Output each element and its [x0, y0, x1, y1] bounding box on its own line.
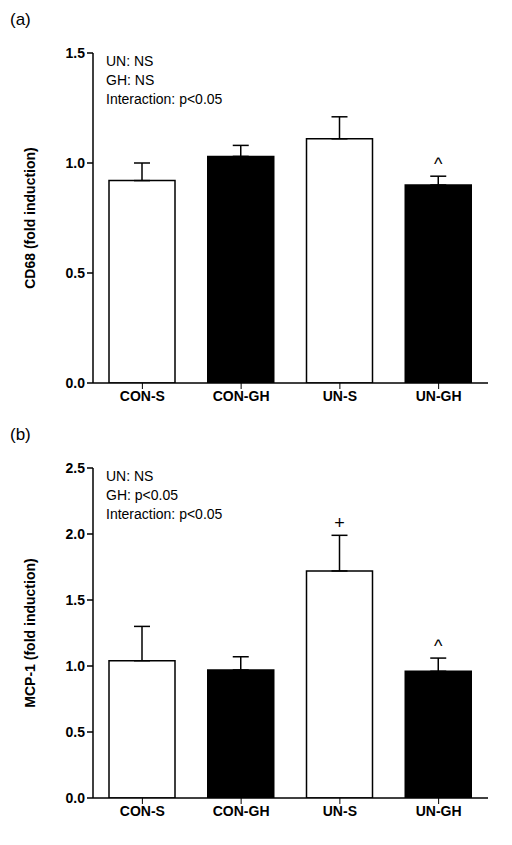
svg-text:0.5: 0.5 — [66, 265, 86, 281]
svg-text:CD68 (fold induction): CD68 (fold induction) — [22, 147, 38, 289]
html-text:Interaction: p<0.05: Interaction: p<0.05 — [106, 91, 223, 107]
html-text:GH: NS: GH: NS — [106, 72, 155, 88]
svg-text:MCP-1 (fold induction): MCP-1 (fold induction) — [22, 558, 38, 707]
svg-text:UN-S: UN-S — [323, 388, 357, 404]
html-text:UN: NS: UN: NS — [106, 468, 154, 484]
svg-text:1.0: 1.0 — [66, 155, 86, 171]
svg-text:1.5: 1.5 — [66, 45, 86, 61]
html-text:(a): (a) — [10, 10, 31, 29]
svg-text:2.0: 2.0 — [66, 526, 86, 542]
svg-text:2.5: 2.5 — [66, 460, 86, 476]
svg-text:0.5: 0.5 — [66, 724, 86, 740]
svg-text:CON-GH: CON-GH — [213, 803, 270, 819]
html-text:Interaction: p<0.05: Interaction: p<0.05 — [106, 506, 223, 522]
svg-text:^: ^ — [434, 636, 443, 656]
svg-text:0.0: 0.0 — [66, 790, 86, 806]
svg-text:UN-S: UN-S — [323, 803, 357, 819]
svg-text:CON-GH: CON-GH — [213, 388, 270, 404]
svg-text:CON-S: CON-S — [120, 803, 165, 819]
svg-text:1.5: 1.5 — [66, 592, 86, 608]
svg-text:0.0: 0.0 — [66, 375, 86, 391]
html-text:(b): (b) — [10, 425, 31, 444]
html-text:UN: NS: UN: NS — [106, 53, 154, 69]
svg-text:+: + — [334, 513, 345, 533]
svg-text:UN-GH: UN-GH — [416, 388, 462, 404]
svg-text:UN-GH: UN-GH — [416, 803, 462, 819]
svg-text:^: ^ — [434, 154, 443, 174]
svg-text:CON-S: CON-S — [120, 388, 165, 404]
svg-text:1.0: 1.0 — [66, 658, 86, 674]
html-text:GH: p<0.05: GH: p<0.05 — [106, 487, 178, 503]
